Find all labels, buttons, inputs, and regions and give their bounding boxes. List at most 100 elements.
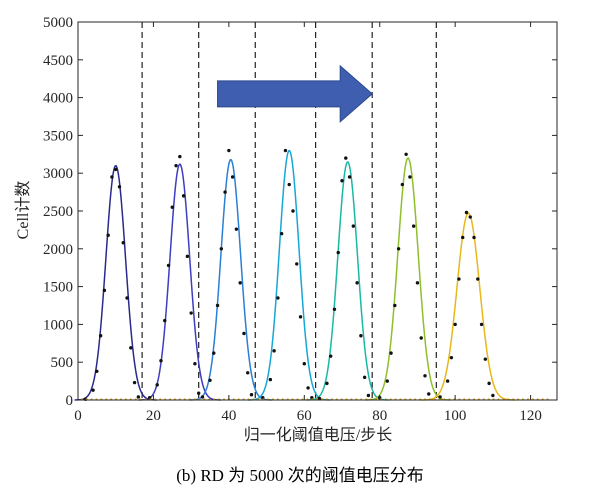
sample-point — [347, 175, 352, 179]
sample-point — [215, 303, 220, 308]
sample-point — [340, 179, 344, 183]
sample-point — [174, 163, 178, 168]
y-tick-label: 4000 — [43, 91, 73, 107]
sample-point — [106, 233, 110, 237]
distribution-curves — [74, 149, 516, 401]
sample-point — [317, 396, 322, 401]
sample-point — [476, 277, 480, 281]
sample-point — [411, 224, 416, 228]
y-tick-label: 2000 — [43, 242, 73, 258]
sample-point — [276, 296, 280, 300]
y-tick-label: 3000 — [43, 166, 73, 182]
sample-point — [272, 349, 276, 353]
sample-point — [110, 175, 114, 179]
shift-arrow — [217, 64, 373, 123]
y-tick-label: 5000 — [43, 15, 73, 31]
sample-point — [91, 388, 95, 392]
series-curve — [138, 163, 221, 401]
sample-point — [332, 307, 337, 311]
sample-point — [196, 391, 201, 395]
sample-point — [219, 247, 224, 251]
sample-point — [396, 247, 401, 251]
sample-point — [212, 351, 216, 355]
arrow-shape — [217, 64, 373, 123]
sample-point — [185, 254, 190, 259]
sample-point — [483, 357, 488, 361]
x-tick-label: 120 — [519, 408, 542, 424]
sample-point — [234, 227, 239, 231]
series-curve — [189, 158, 272, 401]
sample-point — [344, 156, 348, 160]
sample-point — [404, 152, 408, 156]
x-tick-label: 80 — [372, 408, 387, 424]
figure-caption: (b) RD 为 5000 次的阈值电压分布 — [176, 466, 423, 485]
sample-point — [102, 288, 107, 293]
sample-point — [423, 374, 427, 378]
sample-point — [189, 311, 193, 315]
sample-point — [230, 175, 235, 179]
y-tick-label: 500 — [51, 355, 74, 371]
y-tick-label: 4500 — [43, 53, 73, 69]
sample-point — [249, 393, 254, 397]
sample-point — [114, 167, 118, 172]
sample-point — [238, 281, 242, 285]
sample-point — [468, 215, 472, 219]
sample-point — [208, 378, 212, 383]
sample-point — [121, 241, 125, 245]
sample-point — [163, 318, 167, 323]
sample-point — [132, 380, 137, 385]
sample-point — [355, 281, 359, 285]
series-curve — [74, 164, 157, 401]
sample-point — [362, 375, 367, 380]
sample-point — [419, 336, 423, 340]
sample-point — [155, 383, 159, 387]
x-tick-label: 60 — [297, 408, 312, 424]
sample-point — [125, 296, 129, 300]
sample-point — [464, 210, 469, 215]
sample-point — [487, 381, 491, 386]
sample-point — [472, 235, 476, 240]
sample-point — [200, 395, 205, 399]
sample-point — [283, 148, 288, 153]
sample-point — [329, 354, 333, 358]
series-curve — [306, 161, 389, 401]
sample-point — [170, 205, 174, 209]
sample-point — [117, 185, 122, 189]
y-axis-ticks: 0 500 1000 1500 2000 2500 3000 3500 4000 4500 5000 — [43, 15, 557, 409]
sample-point — [306, 386, 310, 390]
sample-point — [136, 395, 141, 399]
sample-point — [438, 395, 442, 399]
sample-point — [427, 392, 431, 396]
sample-point — [461, 235, 465, 240]
sample-point — [336, 250, 340, 255]
sample-point — [227, 148, 231, 153]
x-axis-title: 归一化阈值电压/步长 — [244, 426, 392, 444]
sample-point — [479, 322, 484, 327]
sample-point — [95, 369, 99, 373]
sample-point — [445, 379, 450, 383]
sample-point — [408, 175, 412, 179]
y-axis-title: Cell计数 — [14, 181, 32, 240]
sample-point — [366, 393, 371, 398]
sample-point — [457, 277, 461, 281]
y-tick-label: 0 — [66, 393, 74, 409]
y-tick-label: 3500 — [43, 128, 73, 144]
sample-point — [98, 334, 103, 338]
sample-point — [178, 154, 182, 159]
sample-point — [268, 377, 273, 382]
series-curve — [420, 212, 516, 401]
sample-point — [302, 362, 306, 366]
sample-point — [193, 362, 197, 366]
y-tick-label: 1500 — [43, 280, 73, 296]
sample-point — [351, 224, 356, 228]
y-tick-label: 2500 — [43, 204, 73, 220]
sample-point — [129, 346, 133, 350]
series-curve — [248, 149, 331, 401]
sample-point — [287, 182, 291, 187]
sample-point — [246, 371, 250, 375]
sample-point — [159, 358, 163, 363]
sample-point — [223, 190, 227, 194]
sample-point — [453, 322, 457, 327]
sample-point — [491, 393, 495, 398]
sample-point — [291, 209, 295, 213]
